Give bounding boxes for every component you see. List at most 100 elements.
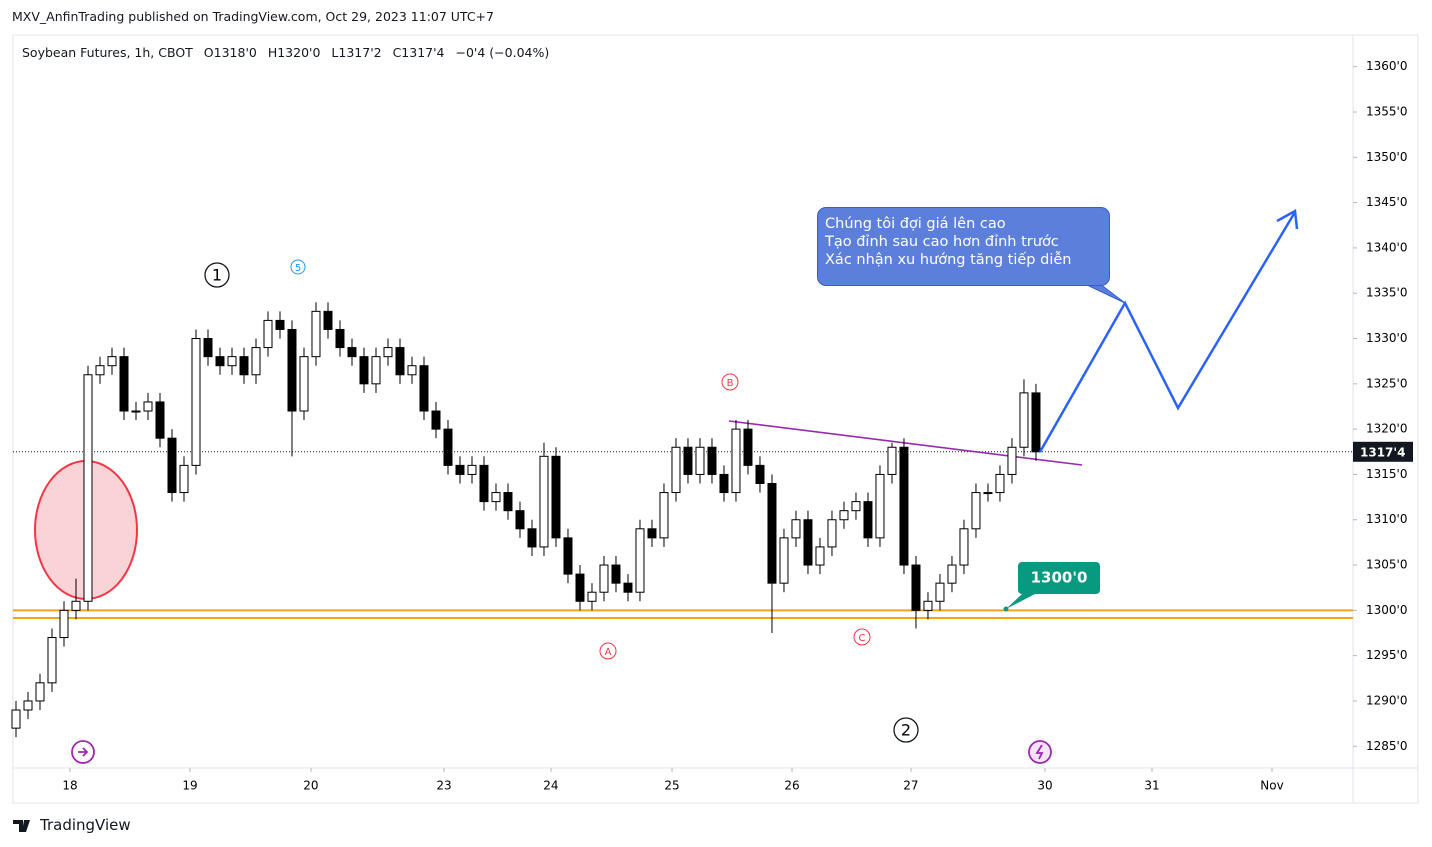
- candle-body: [239, 356, 249, 376]
- candle-body: [623, 582, 633, 593]
- candle-body: [887, 446, 897, 475]
- event-icon-glyph: [78, 747, 89, 757]
- wave-circle: [721, 373, 739, 391]
- candle-body: [71, 600, 81, 611]
- candle-body: [911, 564, 921, 611]
- candle-body: [179, 464, 189, 494]
- x-tick-label: 31: [1144, 779, 1159, 793]
- candle-body: [407, 365, 417, 376]
- candle-body: [359, 356, 369, 385]
- candle-body: [1007, 446, 1017, 475]
- candle-body: [659, 492, 669, 539]
- candle-body: [803, 519, 813, 566]
- candle-body: [515, 510, 525, 530]
- candle-body: [155, 401, 165, 439]
- candle-body: [599, 564, 609, 593]
- x-tick-label: 30: [1037, 779, 1052, 793]
- candle-body: [383, 347, 393, 358]
- candle-body: [251, 347, 261, 376]
- candle-body: [611, 564, 621, 584]
- candle-body: [323, 310, 333, 330]
- x-tick-label: 27: [903, 779, 918, 793]
- levels: [13, 451, 1353, 612]
- chart-frame: [12, 34, 1419, 804]
- candle-body: [107, 356, 117, 367]
- x-tick-label: 19: [182, 779, 197, 793]
- candle-body: [959, 528, 969, 566]
- candle-body: [815, 546, 825, 566]
- y-tick-label: 1355'0: [1366, 105, 1407, 119]
- candle-body: [227, 356, 237, 367]
- y-tick-label: 1345'0: [1366, 195, 1407, 209]
- logo: [13, 820, 30, 832]
- ohlc-high: H1320'0: [267, 45, 321, 60]
- y-tick-label: 1325'0: [1366, 376, 1407, 390]
- y-tick-label: 1360'0: [1366, 59, 1407, 73]
- level-label-tail: [1006, 594, 1035, 609]
- candle-body: [587, 591, 597, 602]
- candle-body: [563, 537, 573, 575]
- candle-body: [719, 473, 729, 494]
- candle-body: [467, 464, 477, 475]
- x-tick-label: 24: [543, 779, 558, 793]
- event-icon[interactable]: [1028, 740, 1052, 764]
- wave-circle: [853, 628, 871, 646]
- y-tick-label: 1285'0: [1366, 739, 1407, 753]
- candle-body: [431, 410, 441, 430]
- candle-body: [191, 338, 201, 466]
- y-tick-label: 1335'0: [1366, 286, 1407, 300]
- ohlc-change: −0'4 (−0.04%): [455, 45, 550, 60]
- candle-body: [863, 501, 873, 539]
- wave-circle: [893, 717, 919, 743]
- candle-body: [971, 492, 981, 530]
- candle-body: [335, 328, 345, 349]
- y-tick-label: 1350'0: [1366, 150, 1407, 164]
- candle-body: [923, 600, 933, 611]
- x-tick-label: Nov: [1260, 779, 1283, 793]
- candle-body: [947, 564, 957, 584]
- y-tick-label: 1295'0: [1366, 648, 1407, 662]
- candle-body: [839, 510, 849, 521]
- candle-body: [83, 374, 93, 602]
- callout-line: Chúng tôi đợi giá lên cao: [825, 216, 1006, 232]
- legend: Soybean Futures, 1h, CBOT O1318'0 H1320'…: [22, 45, 556, 60]
- callout: Chúng tôi đợi giá lên cao Tạo đỉnh sau c…: [817, 207, 1110, 286]
- candle-body: [263, 319, 273, 349]
- wave-label: C: [859, 633, 866, 644]
- candle-body: [743, 428, 753, 466]
- last-price-box: [1353, 441, 1413, 462]
- y-tick-label: 1320'0: [1366, 422, 1407, 436]
- x-tick-label: 18: [62, 779, 77, 793]
- candle-body: [491, 492, 501, 503]
- candle-body: [131, 410, 141, 413]
- candle-body: [647, 528, 657, 539]
- wave-label: 1: [212, 266, 222, 285]
- wave-circle: [599, 642, 617, 660]
- candle-body: [527, 528, 537, 548]
- candle-body: [551, 455, 561, 539]
- projection-path: [1038, 211, 1297, 453]
- candle-body: [935, 582, 945, 602]
- ohlc-low: L1317'2: [331, 45, 382, 60]
- candle-body: [1019, 392, 1029, 448]
- candle-body: [731, 428, 741, 494]
- candle-body: [575, 573, 585, 602]
- y-tick-label: 1305'0: [1366, 558, 1407, 572]
- wave-circle: [204, 262, 230, 288]
- wave-label: 5: [295, 263, 301, 274]
- candle-body: [1031, 392, 1041, 453]
- candle-body: [275, 319, 285, 330]
- y-tick-label: 1330'0: [1366, 331, 1407, 345]
- y-tick-label: 1300'0: [1366, 603, 1407, 617]
- callout-line: Tạo đỉnh sau cao hơn đỉnh trước: [825, 234, 1059, 250]
- candle-body: [983, 492, 993, 495]
- candle-body: [59, 609, 69, 639]
- candle-body: [635, 528, 645, 593]
- x-tick-label: 26: [784, 779, 799, 793]
- symbol-title: Soybean Futures, 1h, CBOT: [22, 45, 193, 60]
- wave-label: 2: [901, 721, 911, 740]
- ohlc-open: O1318'0: [203, 45, 257, 60]
- publish-header: MXV_AnfinTrading published on TradingVie…: [12, 9, 494, 24]
